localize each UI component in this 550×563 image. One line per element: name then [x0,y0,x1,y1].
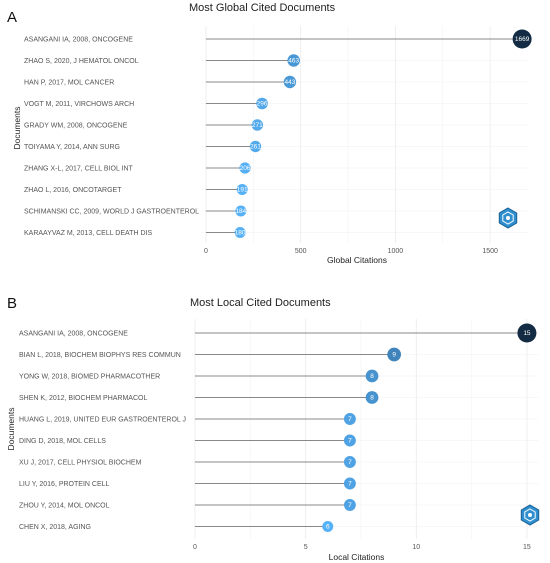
value-label: 8 [370,395,374,402]
y-axis-title: Documents [12,107,22,150]
value-label: 463 [288,58,299,65]
chart-title-b: Most Local Cited Documents [190,297,331,309]
x-axis-title: Local Citations [329,552,385,562]
value-label: 180 [235,230,246,237]
lollipop-point [365,391,379,404]
panel-a: A Most Global Cited Documents ASANGANI I… [0,0,550,280]
value-label: 7 [348,459,352,466]
category-label: ASANGANI IA, 2008, ONCOGENE [24,37,133,44]
lollipop-point [256,97,268,110]
bibliometrix-logo-icon [498,207,518,229]
lollipop-point [387,347,401,362]
category-label: CHEN X, 2018, AGING [19,524,91,531]
chart-global-cited: ASANGANI IA, 2008, ONCOGENE 1669 ZHAO S, 2… [12,26,532,265]
panel-label-a: A [7,9,18,26]
category-label: SCHIMANSKI CC, 2009, WORLD J GASTROENTER… [24,209,199,216]
lollipop-point [234,227,246,238]
category-label: BIAN L, 2018, BIOCHEM BIOPHYS RES COMMUN [19,352,181,359]
lollipop-point [343,499,356,511]
lollipop-point [239,162,251,174]
x-tick-label: 15 [523,544,531,551]
lollipop-point [236,183,248,196]
lollipop-point [343,477,356,490]
lollipop-point [322,521,334,532]
value-label: 184 [235,208,246,215]
category-label: ZHANG X-L, 2017, CELL BIOL INT [24,166,134,173]
lollipop-point [343,456,356,468]
lollipop-point [235,205,247,217]
logo-inner-hexagon [502,211,514,225]
value-label: 206 [240,165,251,172]
value-label: 9 [392,352,396,359]
lollipop-point [251,119,264,131]
lollipop-point [249,140,262,153]
category-label: XU J, 2017, CELL PHYSIOL BIOCHEM [19,460,142,467]
category-label: YONG W, 2018, BIOMED PHARMACOTHER [19,374,160,381]
category-label: LIU Y, 2016, PROTEIN CELL [19,481,110,488]
category-label: ZHOU Y, 2014, MOL ONCOL [19,503,110,510]
lollipop-point [343,413,356,425]
bibliometrix-logo-icon [520,504,540,526]
category-label: ZHAO S, 2020, J HEMATOL ONCOL [24,58,139,65]
chart-local-cited: ASANGANI IA, 2008, ONCOGENE 15 BIAN L, 201… [6,319,540,562]
x-tick-label: 5 [304,544,308,551]
lollipop-point [512,29,532,49]
x-axis-title: Global Citations [327,255,387,265]
logo-center-dot [506,216,510,220]
logo-center-dot [528,513,532,517]
y-axis-title: Documents [6,408,16,451]
value-label: 7 [348,481,352,488]
value-label: 261 [250,144,261,151]
panel-b: B Most Local Cited Documents ASANGANI IA… [0,283,550,563]
lollipop-point [365,369,379,383]
x-tick-label: 10 [412,544,420,551]
category-label: GRADY WM, 2008, ONCOGENE [24,123,128,130]
value-label: 443 [284,79,295,86]
lollipop-point [283,75,297,89]
value-label: 7 [348,502,352,509]
value-label: 296 [257,101,268,108]
category-label: KARAAYVAZ M, 2013, CELL DEATH DIS [24,230,152,237]
value-label: 8 [370,373,374,380]
x-tick-label: 0 [193,544,197,551]
panel-label-b: B [7,295,18,312]
value-label: 191 [237,187,248,194]
category-label: DING D, 2018, MOL CELLS [19,438,106,445]
value-label: 6 [326,524,330,531]
category-label: VOGT M, 2011, VIRCHOWS ARCH [24,101,134,108]
lollipop-point [287,54,300,67]
logo-inner-hexagon [524,508,536,522]
category-label: HUANG L, 2019, UNITED EUR GASTROENTEROL … [19,417,186,424]
value-label: 1669 [515,36,530,43]
value-label: 15 [523,330,531,337]
value-label: 7 [348,416,352,423]
lollipop-point [343,434,356,447]
x-tick-label: 1500 [482,248,498,255]
value-label: 7 [348,438,352,445]
category-label: SHEN K, 2012, BIOCHEM PHARMACOL [19,395,147,402]
category-label: HAN P, 2017, MOL CANCER [24,80,114,87]
lollipop-point [517,323,537,343]
category-label: TOIYAMA Y, 2014, ANN SURG [24,144,120,151]
category-label: ZHAO L, 2016, ONCOTARGET [24,187,122,194]
chart-title-a: Most Global Cited Documents [189,2,336,14]
value-label: 271 [252,122,263,129]
category-label: ASANGANI IA, 2008, ONCOGENE [19,331,128,338]
x-tick-label: 0 [204,248,208,255]
x-tick-label: 1000 [388,248,404,255]
x-tick-label: 500 [295,248,307,255]
